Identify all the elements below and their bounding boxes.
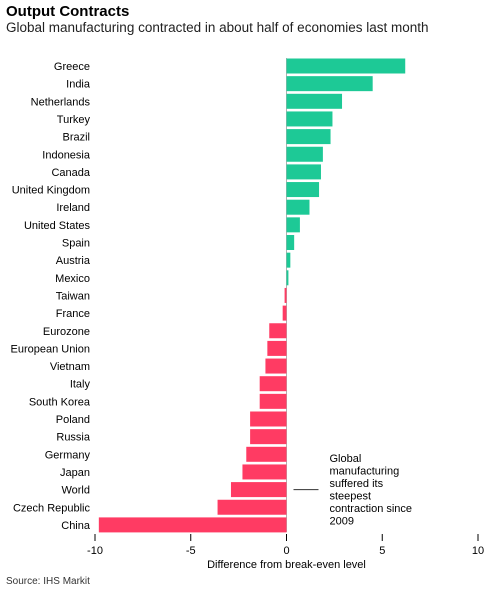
bar-czech-republic: [217, 499, 287, 515]
x-tick-label: 10: [472, 545, 484, 557]
category-label-japan: Japan: [60, 467, 90, 479]
category-label-united-states: United States: [24, 220, 91, 232]
category-label-united-kingdom: United Kingdom: [12, 185, 90, 197]
chart-title: Output Contracts: [6, 3, 130, 20]
bar-indonesia: [286, 146, 323, 162]
bar-germany: [246, 446, 287, 462]
annotation-text-line: manufacturing: [330, 466, 400, 478]
category-label-indonesia: Indonesia: [42, 149, 91, 161]
category-label-eurozone: Eurozone: [43, 326, 90, 338]
bar-canada: [286, 164, 321, 180]
category-label-vietnam: Vietnam: [50, 361, 90, 373]
bar-world: [230, 482, 287, 498]
chart-subtitle: Global manufacturing contracted in about…: [6, 20, 429, 35]
category-label-greece: Greece: [54, 61, 90, 73]
category-label-france: France: [56, 308, 90, 320]
annotation-text-line: contraction since: [330, 503, 413, 515]
bar-russia: [250, 429, 287, 445]
annotation-text-line: suffered its: [330, 478, 384, 490]
category-label-turkey: Turkey: [57, 114, 91, 126]
category-label-brazil: Brazil: [62, 132, 90, 144]
x-tick-label: 0: [283, 545, 289, 557]
annotation-text-line: 2009: [330, 516, 354, 528]
bar-netherlands: [286, 93, 343, 109]
category-label-taiwan: Taiwan: [56, 290, 90, 302]
bar-south-korea: [259, 393, 287, 409]
category-label-ireland: Ireland: [56, 202, 90, 214]
bar-italy: [259, 376, 287, 392]
x-axis-label: Difference from break-even level: [207, 559, 366, 571]
bar-poland: [250, 411, 287, 427]
bar-spain: [286, 235, 295, 250]
category-label-austria: Austria: [56, 255, 91, 267]
x-tick-label: -5: [186, 545, 196, 557]
category-label-italy: Italy: [70, 379, 91, 391]
category-label-spain: Spain: [62, 238, 90, 250]
bar-china: [98, 517, 287, 533]
bar-vietnam: [265, 358, 287, 374]
bar-mexico: [286, 270, 289, 286]
source-note: Source: IHS Markit: [6, 576, 90, 587]
category-label-netherlands: Netherlands: [31, 96, 91, 108]
bar-greece: [286, 58, 406, 74]
category-label-mexico: Mexico: [55, 273, 90, 285]
bar-european-union: [267, 340, 287, 356]
bar-eurozone: [269, 323, 287, 339]
bar-ireland: [286, 199, 310, 215]
bar-taiwan: [284, 287, 287, 303]
category-label-czech-republic: Czech Republic: [13, 502, 91, 514]
bar-japan: [242, 464, 287, 480]
bar-france: [282, 305, 287, 321]
annotation-text-line: Global: [330, 453, 362, 465]
category-label-russia: Russia: [56, 432, 91, 444]
bar-brazil: [286, 129, 331, 145]
category-label-china: China: [61, 520, 91, 532]
category-label-poland: Poland: [56, 414, 90, 426]
annotation-text-line: steepest: [330, 491, 372, 503]
category-label-european-union: European Union: [10, 343, 90, 355]
bar-india: [286, 76, 373, 92]
x-tick-label: -10: [87, 545, 103, 557]
category-label-germany: Germany: [45, 449, 91, 461]
category-label-world: World: [61, 485, 90, 497]
bar-turkey: [286, 111, 333, 127]
category-label-canada: Canada: [51, 167, 90, 179]
bar-united-kingdom: [286, 182, 320, 198]
bar-austria: [286, 252, 291, 268]
category-label-south-korea: South Korea: [29, 396, 91, 408]
bar-united-states: [286, 217, 300, 233]
category-label-india: India: [66, 79, 91, 91]
x-tick-label: 5: [379, 545, 385, 557]
